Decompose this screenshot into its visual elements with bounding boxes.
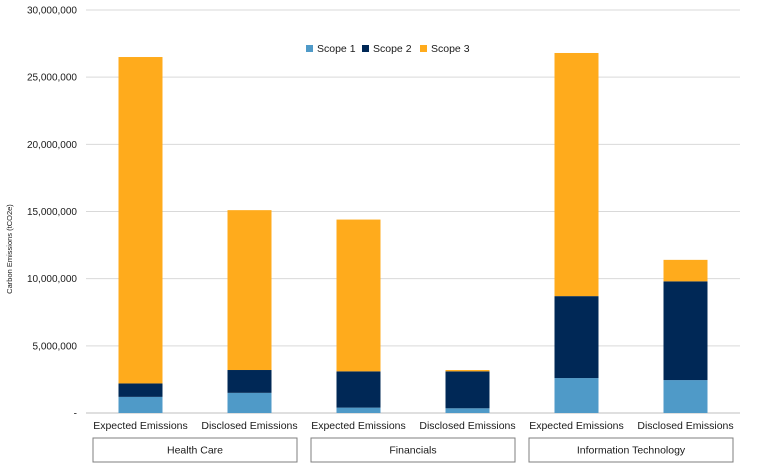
legend-label: Scope 2	[373, 43, 412, 55]
y-tick-label: 25,000,000	[27, 73, 77, 84]
category-label: Disclosed Emissions	[419, 420, 515, 432]
group-label: Health Care	[167, 445, 223, 457]
bar-segment-scope-3	[118, 57, 163, 384]
group-label: Information Technology	[577, 445, 686, 457]
bar-segment-scope-1	[336, 407, 381, 413]
category-label: Expected Emissions	[93, 420, 188, 432]
bars	[118, 52, 708, 413]
legend-swatch	[306, 45, 313, 52]
y-tick-label: 15,000,000	[27, 207, 77, 218]
y-axis-label: Carbon Emissions (tCO2e)	[5, 204, 14, 294]
y-axis-ticks: - 5,000,000 10,000,000 15,000,000 20,000,000…	[27, 6, 77, 420]
bar-segment-scope-1	[445, 408, 490, 413]
legend: Scope 1 Scope 2 Scope 3	[306, 43, 470, 55]
bar-segment-scope-1	[663, 380, 708, 413]
legend-label: Scope 1	[317, 43, 356, 55]
group-label: Financials	[389, 445, 436, 457]
group-labels: Health Care Financials Information Technol…	[92, 437, 734, 463]
bar-segment-scope-2	[227, 370, 272, 393]
bar-segment-scope-2	[663, 281, 708, 381]
bar-segment-scope-3	[663, 259, 708, 282]
legend-swatch	[362, 45, 369, 52]
bar-segment-scope-2	[118, 383, 163, 397]
y-tick-label: 10,000,000	[27, 274, 77, 285]
category-label: Disclosed Emissions	[201, 420, 297, 432]
bar-segment-scope-3	[227, 210, 272, 371]
category-label: Disclosed Emissions	[637, 420, 733, 432]
y-tick-label: 20,000,000	[27, 140, 77, 151]
bar-segment-scope-3	[445, 370, 490, 372]
bar-segment-scope-2	[554, 296, 599, 379]
legend-label: Scope 3	[431, 43, 470, 55]
bar-segment-scope-1	[227, 392, 272, 413]
bar-segment-scope-1	[554, 378, 599, 413]
group-box	[528, 437, 734, 463]
bar-segment-scope-2	[445, 371, 490, 409]
legend-swatch	[420, 45, 427, 52]
bar-segment-scope-3	[554, 52, 599, 297]
bar-segment-scope-2	[336, 371, 381, 408]
bar-segment-scope-1	[118, 396, 163, 413]
category-labels: Expected Emissions Disclosed Emissions Exp…	[93, 420, 733, 432]
y-tick-label: -	[74, 409, 77, 420]
bar-segment-scope-3	[336, 219, 381, 372]
y-tick-label: 5,000,000	[33, 341, 78, 352]
category-label: Expected Emissions	[311, 420, 406, 432]
y-tick-label: 30,000,000	[27, 6, 77, 17]
group-box	[310, 437, 516, 463]
gridlines	[86, 9, 740, 414]
group-box	[92, 437, 298, 463]
category-label: Expected Emissions	[529, 420, 624, 432]
